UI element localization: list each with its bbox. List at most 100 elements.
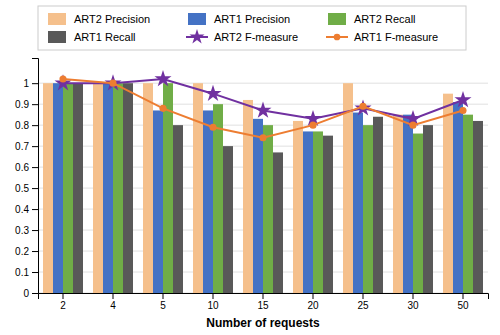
bar: [363, 125, 373, 293]
tick: 0.8: [15, 120, 38, 131]
tick: 2: [60, 293, 66, 311]
legend-item: ART2 F-measure: [186, 29, 298, 43]
tick-mark: [463, 293, 464, 299]
line: [63, 79, 463, 119]
bar: [73, 83, 83, 293]
tick: 20: [307, 293, 319, 311]
bar: [53, 83, 63, 293]
tick: 0.4: [15, 204, 38, 215]
bar: [423, 125, 433, 293]
tick-label: 0.8: [15, 120, 29, 131]
tick-label: 0.7: [15, 141, 29, 152]
legend-label: ART1 Recall: [74, 31, 136, 43]
tick: 5: [160, 293, 166, 311]
tick-label: 0.1: [15, 267, 29, 278]
bar: [463, 115, 473, 293]
marker: [59, 75, 66, 82]
tick: 1: [23, 78, 38, 89]
tick-mark: [263, 293, 264, 299]
tick-label: 15: [257, 300, 269, 311]
legend-swatch: [48, 13, 66, 25]
bar: [453, 102, 463, 293]
bar: [473, 121, 483, 293]
tick-label: 0.3: [15, 225, 29, 236]
bar: [123, 83, 133, 293]
tick-label: 0.6: [15, 162, 29, 173]
bar: [373, 117, 383, 293]
marker: [154, 70, 171, 86]
bar: [93, 83, 103, 293]
tick-mark: [63, 293, 64, 299]
tick: 50: [457, 293, 469, 311]
tick-mark: [32, 125, 38, 126]
tick: 25: [357, 293, 369, 311]
bar: [113, 83, 123, 293]
marker: [259, 134, 266, 141]
grid: [38, 83, 488, 293]
tick-label: 25: [357, 300, 369, 311]
tick-label: 2: [60, 300, 66, 311]
tick-label: 50: [457, 300, 469, 311]
tick-mark: [32, 167, 38, 168]
tick: 0.5: [15, 183, 38, 194]
tick-mark: [163, 293, 164, 299]
axis-line: [39, 294, 489, 300]
bar: [253, 119, 263, 293]
line-series: [54, 70, 471, 126]
legend-swatch: [48, 31, 66, 43]
tick-mark: [32, 251, 38, 252]
bar: [203, 110, 213, 293]
bar: [163, 83, 173, 293]
tick: 0: [23, 288, 38, 299]
line: [63, 79, 463, 138]
tick-mark: [32, 146, 38, 147]
tick: 0.9: [15, 99, 38, 110]
legend-swatch: [328, 13, 346, 25]
axis-line: [32, 59, 39, 294]
tick-label: 0.9: [15, 99, 29, 110]
marks: [43, 70, 483, 293]
bar: [103, 83, 113, 293]
tick-mark: [32, 83, 38, 84]
bar: [413, 134, 423, 293]
marker: [109, 80, 116, 87]
legend-item: ART2 Recall: [328, 13, 416, 25]
legend-label: ART2 Precision: [74, 13, 150, 25]
marker: [209, 124, 216, 131]
bar: [313, 131, 323, 293]
bar: [353, 113, 363, 293]
tick-label: 0.4: [15, 204, 29, 215]
bar: [293, 121, 303, 293]
legend-label: ART1 Precision: [214, 13, 290, 25]
legend-swatch: [189, 29, 204, 43]
bar-series: [63, 83, 473, 293]
y-axis: 0 0.1 0.2 0.3 0.4 0.5 0.6 0.7 0.8 0.9 1: [15, 59, 38, 299]
marker: [204, 85, 221, 101]
tick: 0.2: [15, 246, 38, 257]
bar: [403, 115, 413, 293]
bar: [153, 110, 163, 293]
marker: [409, 122, 416, 129]
marker: [159, 105, 166, 112]
tick: 0.6: [15, 162, 38, 173]
legend-item: ART1 Precision: [188, 13, 290, 25]
legend-label: ART2 F-measure: [214, 31, 298, 43]
marker: [454, 91, 471, 107]
legend-frame: [38, 6, 466, 50]
legend-item: ART1 F-measure: [326, 31, 438, 43]
tick-mark: [32, 104, 38, 105]
bar: [393, 115, 403, 293]
tick-label: 10: [207, 300, 219, 311]
legend-swatch: [188, 13, 206, 25]
bar: [223, 146, 233, 293]
x-axis: 245101520253050: [39, 293, 489, 311]
tick-mark: [32, 209, 38, 210]
tick: 0.7: [15, 141, 38, 152]
tick-label: 20: [307, 300, 319, 311]
tick: 15: [257, 293, 269, 311]
legend-swatch: [334, 34, 341, 41]
tick: 30: [407, 293, 419, 311]
tick-label: 0: [23, 288, 29, 299]
tick: 0.1: [15, 267, 38, 278]
bar: [303, 131, 313, 293]
